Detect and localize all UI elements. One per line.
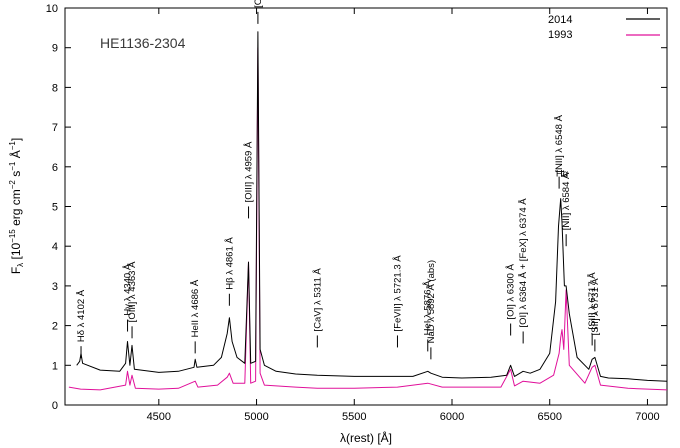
annotation-label-5: [OIII] λ 4959 Å [244,141,255,202]
legend-label-2014: 2014 [548,14,572,26]
y-tick-label-7: 7 [52,122,58,134]
x-tick-label-5000: 5000 [244,411,268,423]
series-line-1993 [68,47,668,391]
y-tick-label-1: 1 [52,360,58,372]
y-tick-label-4: 4 [52,241,58,253]
x-tick-label-7000: 7000 [635,411,659,423]
annotation-label-15: [SII] λ 6717 Å [587,272,598,330]
y-tick-label-8: 8 [52,82,58,94]
annotation-label-14: [NII] λ 6584 Å [561,172,572,230]
annotation-label-10: NaD λ 5892 Å (abs) [426,260,437,343]
legend: 2014 1993 [548,14,660,41]
annotation-label-3: HeII λ 4686 Å [190,279,201,337]
annotation-label-9: HeI λ 5876 Å [423,280,434,336]
plot-frame [64,7,668,406]
x-axis-label: λ(rest) [Å] [340,430,392,445]
annotation-label-1: Hγ λ 4340 Å [123,263,134,315]
halpha-label: Hα [556,169,569,180]
y-tick-label-9: 9 [52,43,58,55]
y-tick-label-2: 2 [52,321,58,333]
y-tick-label-10: 10 [46,3,58,15]
series-layer [68,31,668,391]
y-tick-label-0: 0 [52,400,58,412]
y-tick-label-3: 3 [52,281,58,293]
annotation-label-12: [OI] λ 6364 Å + [FeX] λ 6374 Å [518,198,529,328]
annotation-label-2: [OIII] λ 4363 Å [127,261,138,322]
x-tick-label-6500: 6500 [537,411,561,423]
annotation-label-8: [FeVII] λ 5721.3 Å [392,255,403,332]
axis-ticks: 4500 5000 5500 6000 6500 7000 0 1 2 3 4 5 6 7 8 9 10 [46,3,667,423]
legend-label-1993: 1993 [548,29,572,41]
x-tick-label-4500: 4500 [147,411,171,423]
annotation-label-7: [CaV] λ 5311 Å [312,268,323,332]
x-tick-label-5500: 5500 [342,411,366,423]
annotation-label-0: Hδ λ 4102 Å [76,289,87,342]
annotation-label-4: Hβ λ 4861 Å [224,237,235,290]
annotation-label-11: [OI] λ 6300 Å [506,263,517,319]
y-axis-label: Fλ [10−15 erg cm−2 s−1 Å−1] [8,138,25,274]
annotation-label-13: [NII] λ 6548 Å [554,114,565,172]
object-label: HE1136-2304 [100,35,186,51]
y-tick-label-5: 5 [52,202,58,214]
x-tick-label-6000: 6000 [440,411,464,423]
line-annotations: Hδ λ 4102 Å Hγ λ 4340 Å[OIII] λ 4363 Å HeI… [76,0,601,360]
series-line-2014 [76,31,668,382]
annotation-label-16: [SII] λ 6731 Å [590,278,601,336]
y-tick-label-6: 6 [52,162,58,174]
